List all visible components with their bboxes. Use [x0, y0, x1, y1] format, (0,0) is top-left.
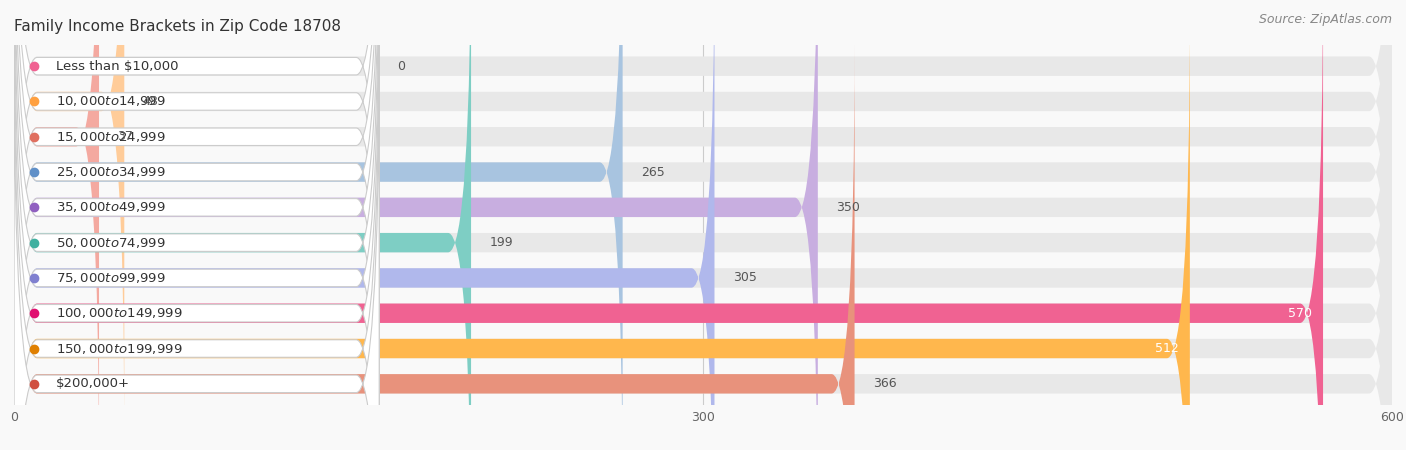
- FancyBboxPatch shape: [14, 0, 1323, 450]
- Text: 37: 37: [118, 130, 134, 143]
- Text: $25,000 to $34,999: $25,000 to $34,999: [56, 165, 166, 179]
- Text: $35,000 to $49,999: $35,000 to $49,999: [56, 200, 166, 214]
- Text: 265: 265: [641, 166, 665, 179]
- FancyBboxPatch shape: [14, 5, 1189, 450]
- FancyBboxPatch shape: [14, 0, 1392, 450]
- Text: $50,000 to $74,999: $50,000 to $74,999: [56, 236, 166, 250]
- FancyBboxPatch shape: [14, 0, 380, 446]
- FancyBboxPatch shape: [14, 0, 380, 450]
- FancyBboxPatch shape: [14, 0, 380, 450]
- FancyBboxPatch shape: [14, 0, 380, 450]
- FancyBboxPatch shape: [14, 4, 380, 450]
- Text: Source: ZipAtlas.com: Source: ZipAtlas.com: [1258, 14, 1392, 27]
- FancyBboxPatch shape: [14, 40, 855, 450]
- FancyBboxPatch shape: [14, 0, 1392, 410]
- FancyBboxPatch shape: [14, 40, 1392, 450]
- Text: 199: 199: [489, 236, 513, 249]
- Text: $10,000 to $14,999: $10,000 to $14,999: [56, 94, 166, 108]
- Text: 305: 305: [733, 271, 756, 284]
- Text: 570: 570: [1288, 307, 1312, 320]
- FancyBboxPatch shape: [14, 0, 98, 450]
- Text: Family Income Brackets in Zip Code 18708: Family Income Brackets in Zip Code 18708: [14, 19, 342, 34]
- Text: $75,000 to $99,999: $75,000 to $99,999: [56, 271, 166, 285]
- FancyBboxPatch shape: [14, 0, 1392, 450]
- FancyBboxPatch shape: [14, 0, 380, 410]
- FancyBboxPatch shape: [14, 0, 471, 450]
- Text: 0: 0: [398, 60, 405, 73]
- Text: 48: 48: [142, 95, 159, 108]
- FancyBboxPatch shape: [14, 0, 714, 450]
- FancyBboxPatch shape: [14, 0, 1392, 445]
- FancyBboxPatch shape: [14, 0, 1392, 450]
- FancyBboxPatch shape: [14, 0, 623, 450]
- Text: 350: 350: [837, 201, 860, 214]
- FancyBboxPatch shape: [14, 0, 818, 450]
- Text: 512: 512: [1154, 342, 1178, 355]
- FancyBboxPatch shape: [14, 0, 124, 445]
- FancyBboxPatch shape: [14, 0, 1392, 450]
- FancyBboxPatch shape: [14, 0, 1392, 450]
- FancyBboxPatch shape: [14, 0, 380, 450]
- FancyBboxPatch shape: [14, 0, 380, 450]
- FancyBboxPatch shape: [14, 0, 380, 450]
- Text: $100,000 to $149,999: $100,000 to $149,999: [56, 306, 183, 320]
- FancyBboxPatch shape: [14, 40, 380, 450]
- Text: $150,000 to $199,999: $150,000 to $199,999: [56, 342, 183, 356]
- FancyBboxPatch shape: [14, 0, 1392, 450]
- Text: $200,000+: $200,000+: [56, 377, 129, 390]
- FancyBboxPatch shape: [14, 5, 1392, 450]
- Text: Less than $10,000: Less than $10,000: [56, 60, 179, 73]
- Text: $15,000 to $24,999: $15,000 to $24,999: [56, 130, 166, 144]
- Text: 366: 366: [873, 377, 897, 390]
